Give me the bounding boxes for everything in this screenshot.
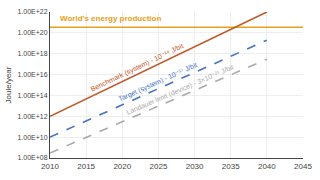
- svg-text:Benchmark (system) - 10⁻¹⁴ J/b: Benchmark (system) - 10⁻¹⁴ J/bit: [89, 42, 184, 93]
- svg-text:1.00E+12: 1.00E+12: [17, 113, 47, 120]
- svg-text:World's energy production: World's energy production: [60, 14, 161, 23]
- svg-text:1.00E+18: 1.00E+18: [17, 50, 47, 57]
- svg-text:1.00E+16: 1.00E+16: [17, 71, 47, 78]
- svg-text:2030: 2030: [186, 162, 204, 171]
- svg-text:2040: 2040: [258, 162, 276, 171]
- svg-text:Landauer limit (device) - 3×10: Landauer limit (device) - 3×10⁻²¹ J/bit: [125, 63, 235, 116]
- svg-text:2010: 2010: [41, 162, 59, 171]
- svg-text:1.00E+22: 1.00E+22: [17, 8, 47, 15]
- svg-text:2020: 2020: [113, 162, 131, 171]
- svg-text:Target (system) - 10⁻¹⁷ J/bit: Target (system) - 10⁻¹⁷ J/bit: [117, 61, 198, 103]
- svg-text:1.00E+08: 1.00E+08: [17, 154, 47, 161]
- svg-text:Joule/year: Joule/year: [4, 66, 13, 103]
- svg-text:1.00E+20: 1.00E+20: [17, 29, 47, 36]
- svg-text:2035: 2035: [222, 162, 240, 171]
- svg-text:2025: 2025: [150, 162, 168, 171]
- svg-text:1.00E+10: 1.00E+10: [17, 134, 47, 141]
- svg-text:2045: 2045: [294, 162, 312, 171]
- svg-text:2015: 2015: [77, 162, 95, 171]
- svg-text:1.00E+14: 1.00E+14: [17, 92, 47, 99]
